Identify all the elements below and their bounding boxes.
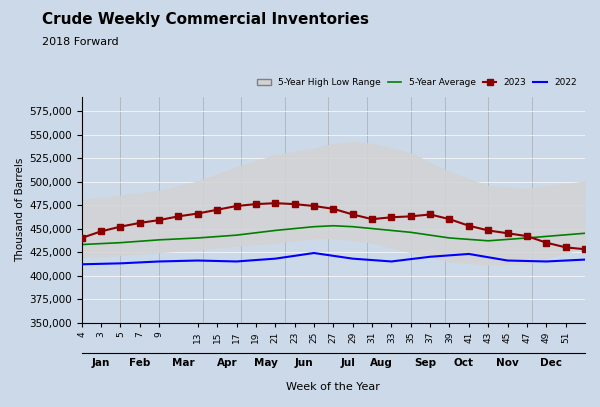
5-Year Average: [214, 234, 221, 239]
Line: 2023: 2023: [82, 203, 585, 249]
5-Year Average: [581, 231, 589, 236]
Text: Crude Weekly Commercial Inventories: Crude Weekly Commercial Inventories: [42, 12, 369, 27]
2022: [214, 258, 221, 263]
2022: [407, 257, 415, 262]
Text: 2018 Forward: 2018 Forward: [42, 37, 119, 47]
Y-axis label: Thousand of Barrels: Thousand of Barrels: [15, 158, 25, 262]
5-Year Average: [330, 223, 337, 228]
2022: [388, 259, 395, 264]
2022: [533, 259, 540, 264]
2022: [581, 257, 589, 262]
2023: [378, 216, 385, 221]
5-Year Average: [78, 242, 85, 247]
Line: 2022: 2022: [82, 253, 585, 264]
2023: [272, 201, 279, 206]
2023: [581, 247, 589, 252]
2023: [78, 236, 85, 241]
2023: [533, 237, 540, 242]
2023: [214, 207, 221, 212]
5-Year Average: [475, 238, 482, 243]
5-Year Average: [533, 235, 540, 240]
Legend: 5-Year High Low Range, 5-Year Average, 2023, 2022: 5-Year High Low Range, 5-Year Average, 2…: [253, 74, 580, 91]
5-Year Average: [388, 228, 395, 233]
2023: [475, 225, 482, 230]
5-Year Average: [378, 227, 385, 232]
2022: [310, 251, 317, 256]
X-axis label: Week of the Year: Week of the Year: [286, 382, 380, 392]
Line: 5-Year Average: 5-Year Average: [82, 226, 585, 245]
2023: [388, 215, 395, 220]
2023: [407, 214, 415, 219]
2022: [378, 258, 385, 263]
2022: [475, 253, 482, 258]
2022: [78, 262, 85, 267]
5-Year Average: [407, 230, 415, 235]
